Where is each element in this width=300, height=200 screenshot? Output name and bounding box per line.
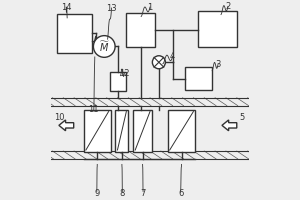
Text: 7: 7 bbox=[140, 189, 146, 198]
Bar bbox=[198, 11, 237, 47]
Text: 12: 12 bbox=[119, 69, 130, 78]
Text: 9: 9 bbox=[94, 189, 99, 198]
Text: 11: 11 bbox=[88, 105, 99, 114]
Text: 3: 3 bbox=[215, 60, 221, 69]
Bar bbox=[185, 67, 212, 90]
Text: 6: 6 bbox=[178, 189, 183, 198]
Bar bbox=[126, 13, 155, 47]
Text: 8: 8 bbox=[120, 189, 125, 198]
Polygon shape bbox=[222, 120, 237, 131]
Polygon shape bbox=[59, 120, 74, 131]
Text: 13: 13 bbox=[106, 4, 117, 13]
Bar bbox=[57, 14, 92, 53]
Text: 4: 4 bbox=[170, 52, 175, 61]
Bar bbox=[116, 110, 128, 152]
Bar bbox=[110, 72, 126, 91]
Bar bbox=[84, 110, 111, 152]
Bar bbox=[168, 110, 195, 152]
Bar bbox=[133, 110, 152, 152]
Text: 5: 5 bbox=[239, 113, 244, 122]
Text: $\mathregular{\widetilde{M}}$: $\mathregular{\widetilde{M}}$ bbox=[98, 39, 110, 54]
Circle shape bbox=[93, 36, 115, 57]
Text: 14: 14 bbox=[61, 3, 71, 12]
Text: 10: 10 bbox=[54, 113, 64, 122]
Text: 1: 1 bbox=[147, 3, 153, 12]
Text: 2: 2 bbox=[225, 2, 230, 11]
Circle shape bbox=[152, 56, 165, 69]
